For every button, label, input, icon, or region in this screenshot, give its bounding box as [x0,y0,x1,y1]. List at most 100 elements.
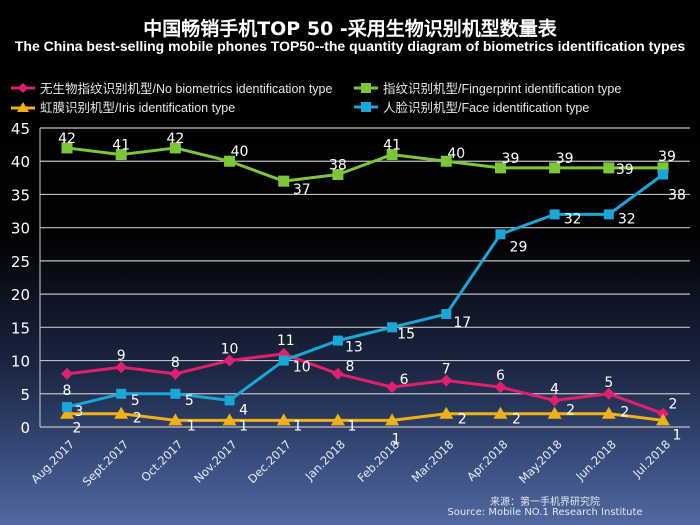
data-point-marker [603,162,615,174]
data-point-marker [169,142,181,154]
data-point-marker [439,406,454,419]
data-label: 2 [458,412,467,428]
data-point-marker [223,354,236,367]
data-label: 2 [669,397,678,413]
data-label: 2 [73,421,82,437]
data-point-marker [601,406,616,419]
chart-subtitle: The China best-selling mobile phones TOP… [14,38,686,54]
chart-title: 中国畅销手机TOP 50 -采用生物识别机型数量表 [143,18,557,40]
data-point-marker [549,162,561,174]
legend-item-no-biometrics: 无生物指纹识别机型/No biometrics identification t… [10,78,332,97]
data-point-marker [547,406,562,419]
data-label: 1 [293,418,302,434]
x-tick-label: Apr.2018 [464,437,511,484]
data-label: 5 [604,375,613,391]
y-tick-label: 20 [11,286,30,304]
data-label: 5 [131,393,140,409]
data-label: 5 [185,393,194,409]
data-label: 39 [616,162,634,178]
data-label: 6 [400,372,409,388]
data-point-marker [331,367,344,380]
x-tick-label: May.2018 [516,437,565,486]
data-point-marker [224,395,235,406]
data-point-marker [386,149,398,161]
data-label: 8 [171,355,180,371]
x-tick-label: Mar.2018 [409,437,457,485]
data-label: 38 [668,188,686,204]
data-label: 40 [231,144,249,160]
data-label: 42 [58,131,76,147]
data-point-marker [330,413,345,426]
data-label: 9 [117,348,126,364]
data-point-marker [440,155,452,167]
data-label: 39 [658,149,676,165]
data-point-marker [62,402,72,413]
data-label: 41 [383,138,401,154]
data-point-marker [115,361,128,374]
data-label: 39 [556,151,574,167]
x-tick-label: Jun.2018 [572,437,619,484]
legend-label: 虹膜识别机型/Iris identification type [40,101,236,115]
data-point-marker [278,355,289,366]
data-label: 1 [392,431,401,447]
data-point-marker [440,374,453,387]
data-point-marker [168,413,183,426]
y-tick-label: 30 [11,220,30,238]
data-label: 1 [239,418,248,434]
data-label: 4 [239,402,248,418]
data-point-marker [170,388,181,399]
legend-label: 人脸识别机型/Face identification type [383,101,590,115]
legend-item-face: 人脸识别机型/Face identification type [353,97,589,116]
data-point-marker [603,209,614,220]
data-label: 2 [512,412,521,428]
diamond-marker-icon [11,82,35,93]
legend-label: 无生物指纹识别机型/No biometrics identification t… [40,82,333,96]
data-label: 32 [618,211,636,227]
data-point-marker [61,142,73,154]
data-point-marker [441,309,452,320]
source-en: Source: Mobile NO.1 Research Institute [447,507,643,518]
triangle-marker-icon [11,101,35,112]
data-label: 1 [673,427,682,443]
data-label: 10 [221,342,239,358]
data-label: 10 [293,360,311,376]
data-point-marker [169,367,182,380]
data-label: 41 [112,138,130,154]
data-label: 2 [566,403,575,419]
data-point-marker [494,162,506,174]
data-point-marker [224,155,236,167]
data-point-marker [332,335,343,346]
data-label: 29 [510,239,528,255]
data-label: 2 [620,405,629,421]
data-label: 8 [63,383,72,399]
legend-item-fingerprint: 指纹识别机型/Fingerprint identification type [353,78,621,97]
y-tick-label: 5 [20,386,30,404]
data-label: 15 [397,326,415,342]
data-label: 4 [550,381,559,397]
data-label: 1 [187,418,196,434]
data-point-marker [116,388,127,399]
data-point-marker [332,169,344,181]
x-tick-label: Dec.2017 [245,437,294,486]
x-tick-label: Jul.2018 [629,437,673,481]
y-tick-label: 45 [11,120,30,138]
data-label: 37 [293,182,311,198]
x-tick-label: Aug.2017 [28,437,77,486]
y-tick-label: 0 [20,419,30,437]
data-point-marker [548,394,561,407]
data-label: 11 [277,333,295,349]
data-label: 6 [496,368,505,384]
data-label: 1 [347,418,356,434]
data-point-marker [549,209,560,220]
data-point-marker [494,381,507,394]
x-tick-label: Sept.2017 [80,437,132,489]
data-label: 17 [453,315,471,331]
y-tick-label: 15 [11,319,30,337]
data-label: 13 [345,340,363,356]
data-label: 38 [329,158,347,174]
data-point-marker [60,406,74,419]
series-line [66,146,663,183]
data-point-marker [222,413,237,426]
data-point-marker [61,367,73,380]
